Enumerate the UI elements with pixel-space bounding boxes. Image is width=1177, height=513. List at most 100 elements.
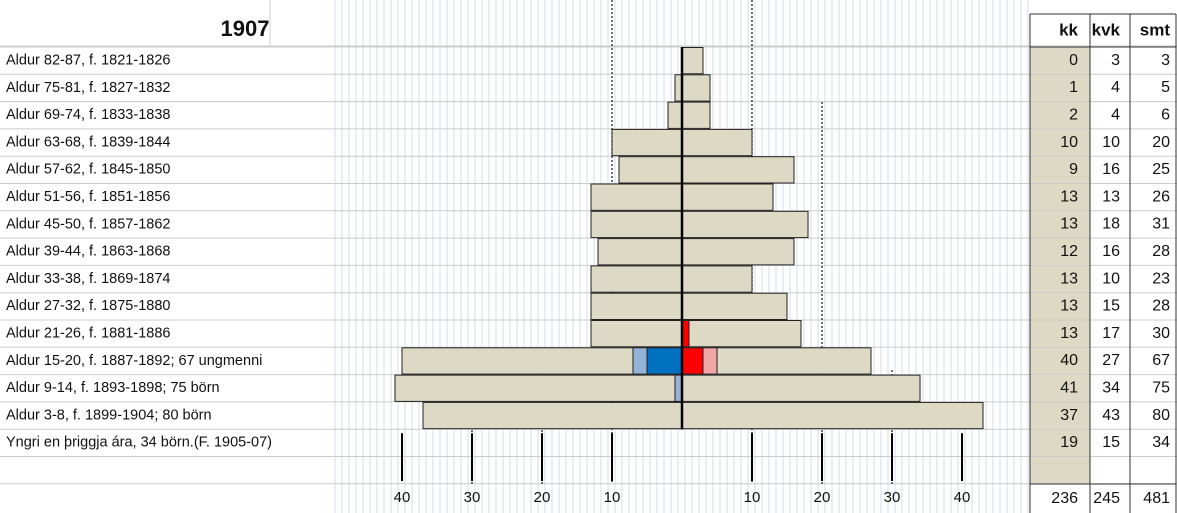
table-cell: 5 bbox=[1161, 79, 1170, 96]
table-cell: 2 bbox=[1069, 106, 1078, 123]
x-tick-label: 30 bbox=[464, 489, 481, 506]
table-cell: 6 bbox=[1161, 106, 1170, 123]
table-cell: 13 bbox=[1060, 270, 1078, 287]
table-cell: 37 bbox=[1060, 407, 1078, 424]
table-cell: 80 bbox=[1152, 407, 1170, 424]
population-bar bbox=[667, 101, 683, 129]
row-label: Aldur 39-44, f. 1863-1868 bbox=[6, 244, 170, 260]
x-tick-label: 10 bbox=[604, 489, 621, 506]
table-cell: 10 bbox=[1060, 134, 1078, 151]
population-bar bbox=[590, 183, 683, 211]
population-bar bbox=[681, 374, 921, 402]
population-bar bbox=[597, 238, 683, 266]
population-bar bbox=[681, 238, 795, 266]
table-cell: 34 bbox=[1102, 379, 1120, 396]
table-cell: 16 bbox=[1102, 161, 1120, 178]
table-cell: 26 bbox=[1152, 188, 1170, 205]
population-bar bbox=[590, 292, 683, 321]
population-bar bbox=[681, 101, 711, 129]
highlight-bar bbox=[632, 347, 648, 375]
population-bar bbox=[590, 210, 683, 239]
table-cell: 27 bbox=[1102, 352, 1120, 369]
table-cell: 18 bbox=[1102, 216, 1120, 233]
table-cell: 12 bbox=[1060, 243, 1078, 260]
row-label: Aldur 3-8, f. 1899-1904; 80 börn bbox=[6, 407, 212, 423]
table-cell: 1 bbox=[1069, 79, 1078, 96]
table-cell: 28 bbox=[1152, 243, 1170, 260]
x-tick-label: 30 bbox=[884, 489, 901, 506]
table-cell: 3 bbox=[1111, 52, 1120, 69]
table-cell: 3 bbox=[1161, 52, 1170, 69]
table-cell: 75 bbox=[1152, 379, 1170, 396]
table-cell: 15 bbox=[1102, 298, 1120, 315]
x-tick-label: 40 bbox=[954, 489, 971, 506]
highlight-bar bbox=[646, 347, 683, 375]
highlight-bar bbox=[681, 347, 704, 375]
row-label: Aldur 15-20, f. 1887-1892; 67 ungmenni bbox=[6, 353, 262, 369]
population-bar bbox=[681, 156, 795, 184]
table-cell: 30 bbox=[1152, 325, 1170, 342]
population-bar bbox=[681, 74, 711, 102]
table-cell: 4 bbox=[1111, 79, 1120, 96]
row-label: Aldur 75-81, f. 1827-1832 bbox=[6, 80, 170, 96]
population-bar bbox=[422, 401, 683, 430]
table-cell: 10 bbox=[1102, 270, 1120, 287]
population-bar bbox=[681, 47, 704, 75]
row-label: Aldur 82-87, f. 1821-1826 bbox=[6, 52, 170, 68]
population-bar bbox=[590, 320, 683, 348]
population-bar bbox=[681, 292, 788, 321]
table-cell: 20 bbox=[1152, 134, 1170, 151]
x-tick-label: 40 bbox=[394, 489, 411, 506]
row-label: Yngri en þriggja ára, 34 börn.(F. 1905-0… bbox=[6, 435, 272, 451]
table-cell: 9 bbox=[1069, 161, 1078, 178]
table-cell: 25 bbox=[1152, 161, 1170, 178]
x-tick-label: 20 bbox=[534, 489, 551, 506]
population-bar bbox=[681, 320, 802, 348]
highlight-bar bbox=[702, 347, 718, 375]
table-cell: 43 bbox=[1102, 407, 1120, 424]
population-bar bbox=[394, 374, 683, 402]
population-bar bbox=[681, 183, 774, 211]
row-label: Aldur 45-50, f. 1857-1862 bbox=[6, 216, 170, 232]
table-total: 245 bbox=[1093, 490, 1120, 507]
population-bar bbox=[681, 401, 984, 430]
table-cell: 13 bbox=[1060, 325, 1078, 342]
row-label: Aldur 69-74, f. 1833-1838 bbox=[6, 107, 170, 123]
population-bar bbox=[618, 156, 683, 184]
table-total: 481 bbox=[1143, 490, 1170, 507]
table-cell: 19 bbox=[1060, 434, 1078, 451]
population-bar bbox=[681, 265, 753, 293]
table-cell: 16 bbox=[1102, 243, 1120, 260]
chart-title: 1907 bbox=[221, 16, 270, 41]
table-cell: 31 bbox=[1152, 216, 1170, 233]
table-cell: 13 bbox=[1060, 298, 1078, 315]
table-total: 236 bbox=[1051, 490, 1078, 507]
x-tick-label: 20 bbox=[814, 489, 831, 506]
row-label: Aldur 51-56, f. 1851-1856 bbox=[6, 189, 170, 205]
population-bar bbox=[681, 210, 809, 239]
row-label: Aldur 57-62, f. 1845-1850 bbox=[6, 162, 170, 178]
population-bar bbox=[590, 265, 683, 293]
row-label: Aldur 21-26, f. 1881-1886 bbox=[6, 325, 170, 341]
table-cell: 13 bbox=[1060, 216, 1078, 233]
table-cell: 23 bbox=[1152, 270, 1170, 287]
column-header: kvk bbox=[1092, 20, 1121, 39]
table-cell: 28 bbox=[1152, 298, 1170, 315]
row-label: Aldur 63-68, f. 1839-1844 bbox=[6, 134, 170, 150]
population-bar bbox=[681, 128, 753, 157]
row-label: Aldur 9-14, f. 1893-1898; 75 börn bbox=[6, 380, 220, 396]
x-tick-label: 10 bbox=[744, 489, 761, 506]
table-cell: 34 bbox=[1152, 434, 1170, 451]
table-cell: 67 bbox=[1152, 352, 1170, 369]
table-cell: 13 bbox=[1060, 188, 1078, 205]
table-cell: 41 bbox=[1060, 379, 1078, 396]
table-cell: 0 bbox=[1069, 52, 1078, 69]
row-label: Aldur 33-38, f. 1869-1874 bbox=[6, 271, 170, 287]
table-cell: 15 bbox=[1102, 434, 1120, 451]
row-label: Aldur 27-32, f. 1875-1880 bbox=[6, 298, 170, 314]
population-bar bbox=[611, 128, 683, 157]
table-cell: 4 bbox=[1111, 106, 1120, 123]
table-cell: 17 bbox=[1102, 325, 1120, 342]
table-cell: 40 bbox=[1060, 352, 1078, 369]
